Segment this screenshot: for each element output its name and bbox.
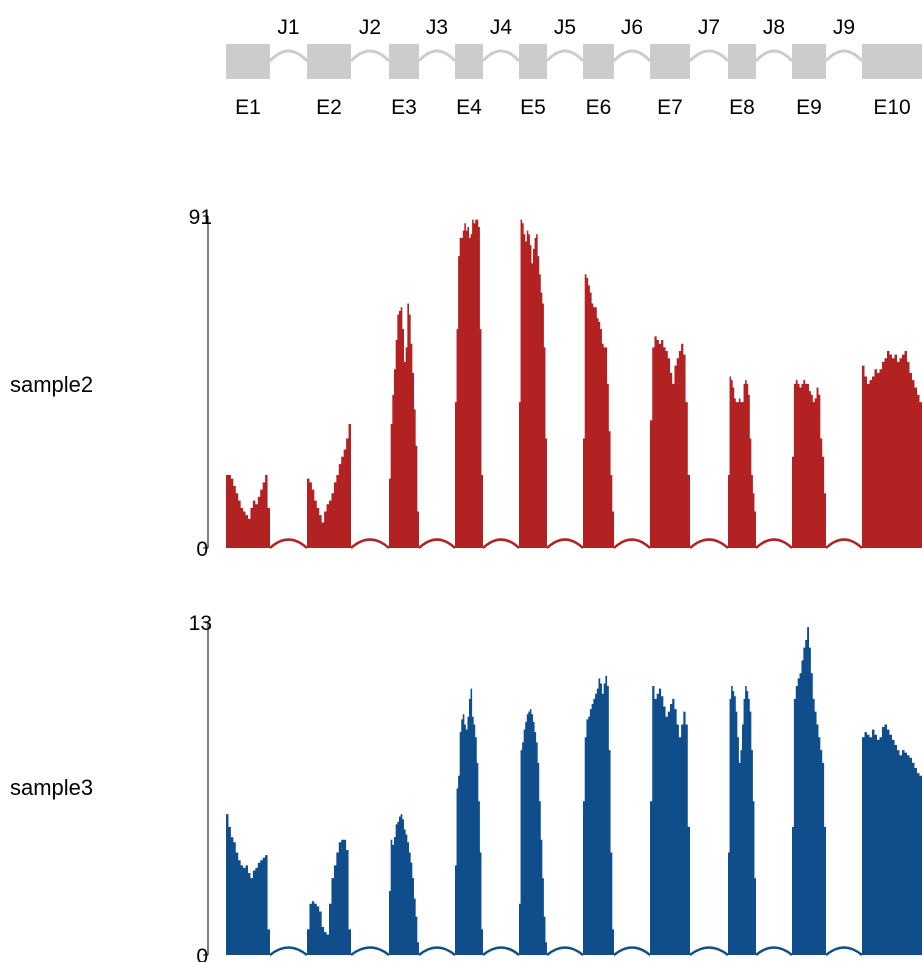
exon-block xyxy=(583,44,614,79)
exon-block xyxy=(389,44,419,79)
sample2-junction-arc xyxy=(613,538,651,549)
sample2-junction-arc xyxy=(350,538,390,549)
junction-label: J1 xyxy=(277,16,299,39)
sample2-exon-coverage xyxy=(650,336,690,548)
sample3-junction-arc xyxy=(546,946,584,956)
junction-connector xyxy=(545,49,585,63)
sample2-panel: sample2 91 0 xyxy=(10,206,922,561)
sample3-exon-coverage xyxy=(389,814,419,955)
sample3-exon-coverage xyxy=(455,688,483,955)
sample2-junction-arc xyxy=(269,538,308,549)
sample3-junction-arcs xyxy=(269,946,863,956)
sample3-exon-coverage xyxy=(792,627,826,955)
sample3-panel: sample3 13 0 xyxy=(10,612,922,962)
sample3-exon-coverage xyxy=(583,675,614,955)
sample3-coverage-bars xyxy=(226,627,922,955)
sample3-y-tick-label-bottom: 0 xyxy=(196,945,208,962)
junction-label: J8 xyxy=(763,16,785,39)
exon-label: E4 xyxy=(456,96,482,119)
sample2-y-tick-label-top: 91 xyxy=(189,206,212,229)
junction-connector xyxy=(612,49,652,63)
junction-connector xyxy=(417,49,457,63)
sample3-exon-coverage xyxy=(862,724,922,955)
junction-connector xyxy=(481,49,521,63)
exon-label: E9 xyxy=(796,96,822,119)
sample2-label: sample2 xyxy=(10,372,93,397)
exon-label: E1 xyxy=(235,96,261,119)
sample2-exon-coverage xyxy=(455,219,483,548)
sample3-junction-arc xyxy=(613,946,651,956)
sample3-exon-coverage xyxy=(519,709,547,955)
sample3-junction-arc xyxy=(482,946,520,956)
sample3-y-tick-label-top: 13 xyxy=(189,612,212,635)
exon-label: E5 xyxy=(520,96,546,119)
junction-connector xyxy=(688,49,730,63)
sample2-y-tick-label-bottom: 0 xyxy=(196,538,208,561)
sample2-exon-coverage xyxy=(307,423,351,548)
sample2-exon-coverage xyxy=(226,475,270,548)
sample3-junction-arc xyxy=(689,946,729,956)
sample2-junction-arc xyxy=(482,538,520,549)
exon-label: E8 xyxy=(729,96,755,119)
sample2-coverage-bars xyxy=(226,219,922,548)
gene-model-track: J1 J2 J3 J4 J5 J6 J7 J8 J9 E1 E2 E3 E4 E5 E6 E7 E8 E9 E10 xyxy=(226,16,922,119)
junction-label: J3 xyxy=(426,16,448,39)
sample2-junction-arc xyxy=(825,538,863,549)
exon-block xyxy=(862,44,922,79)
sample2-exon-coverage xyxy=(389,303,419,548)
sample3-junction-arc xyxy=(269,946,308,956)
exon-label: E3 xyxy=(391,96,417,119)
sample2-junction-arc xyxy=(418,538,456,549)
junction-label: J6 xyxy=(621,16,643,39)
sample3-exon-coverage xyxy=(728,686,756,955)
exon-label: E7 xyxy=(657,96,683,119)
sample3-label: sample3 xyxy=(10,775,93,800)
sample3-junction-arc xyxy=(825,946,863,956)
sample3-junction-arc xyxy=(755,946,793,956)
sample2-exon-coverage xyxy=(862,350,922,548)
junction-connector xyxy=(268,49,309,63)
sample2-junction-arc xyxy=(755,538,793,549)
junction-connector xyxy=(754,49,794,63)
junction-label: J5 xyxy=(554,16,576,39)
sample2-junction-arc xyxy=(689,538,729,549)
exon-label: E6 xyxy=(586,96,612,119)
sample3-exon-coverage xyxy=(226,814,270,955)
exon-block xyxy=(650,44,690,79)
exon-block xyxy=(307,44,351,79)
exon-block xyxy=(455,44,483,79)
sample3-exon-coverage xyxy=(307,839,351,955)
sample2-exon-coverage xyxy=(792,380,826,548)
sample2-junction-arcs xyxy=(269,538,863,549)
junction-connector xyxy=(824,49,864,63)
exon-block xyxy=(728,44,756,79)
exon-label: E10 xyxy=(873,96,910,119)
sample2-junction-arc xyxy=(546,538,584,549)
sample3-junction-arc xyxy=(350,946,390,956)
exon-block xyxy=(226,44,270,79)
exon-label: E2 xyxy=(316,96,342,119)
exon-block xyxy=(792,44,826,79)
junction-label: J2 xyxy=(359,16,381,39)
sample3-exon-coverage xyxy=(650,686,690,955)
sample3-junction-arc xyxy=(418,946,456,956)
junction-label: J9 xyxy=(833,16,855,39)
sample2-exon-coverage xyxy=(519,219,547,548)
junction-label: J7 xyxy=(698,16,720,39)
exon-block xyxy=(519,44,547,79)
sample2-exon-coverage xyxy=(728,376,756,548)
junction-connector xyxy=(349,49,391,63)
junction-label: J4 xyxy=(490,16,513,39)
sample2-exon-coverage xyxy=(583,274,614,548)
